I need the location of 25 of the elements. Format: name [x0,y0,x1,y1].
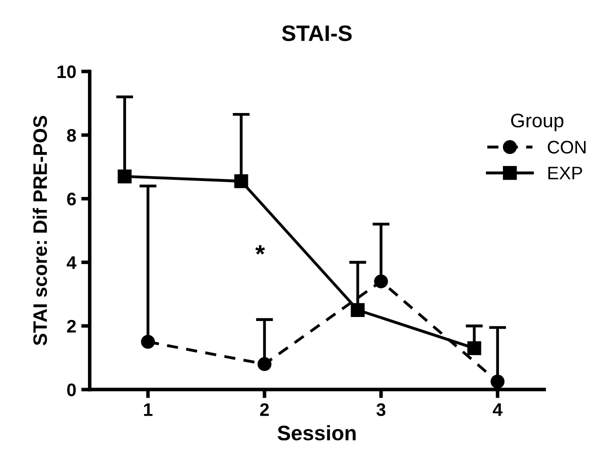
point [234,174,248,188]
legend-title: Group [511,114,564,132]
point [118,169,132,184]
y-tick-label: 2 [67,320,76,332]
y-tick-label: 0 [67,383,76,396]
y-tick-label: 4 [66,256,76,269]
chart-title: STAI-S [282,25,352,42]
x-tick-label: 1 [144,403,152,416]
point [374,274,388,288]
annotation: * [255,245,265,255]
y-tick-label: 8 [67,129,76,142]
point [350,303,365,317]
y-tick-label: 10 [58,65,76,78]
point [141,334,155,349]
x-tick-label: 3 [376,403,386,416]
point [490,374,505,389]
point [467,341,482,356]
y-axis-title: STAI score: Dif PRE-POS [32,116,48,346]
legend-label: EXP [548,166,582,180]
x-tick-label: 4 [492,403,502,416]
x-tick-label: 2 [260,403,269,416]
y-tick-label: 6 [67,192,76,206]
point [258,357,272,372]
legend-label: CON [548,140,586,154]
x-axis-title: Session [278,425,356,440]
